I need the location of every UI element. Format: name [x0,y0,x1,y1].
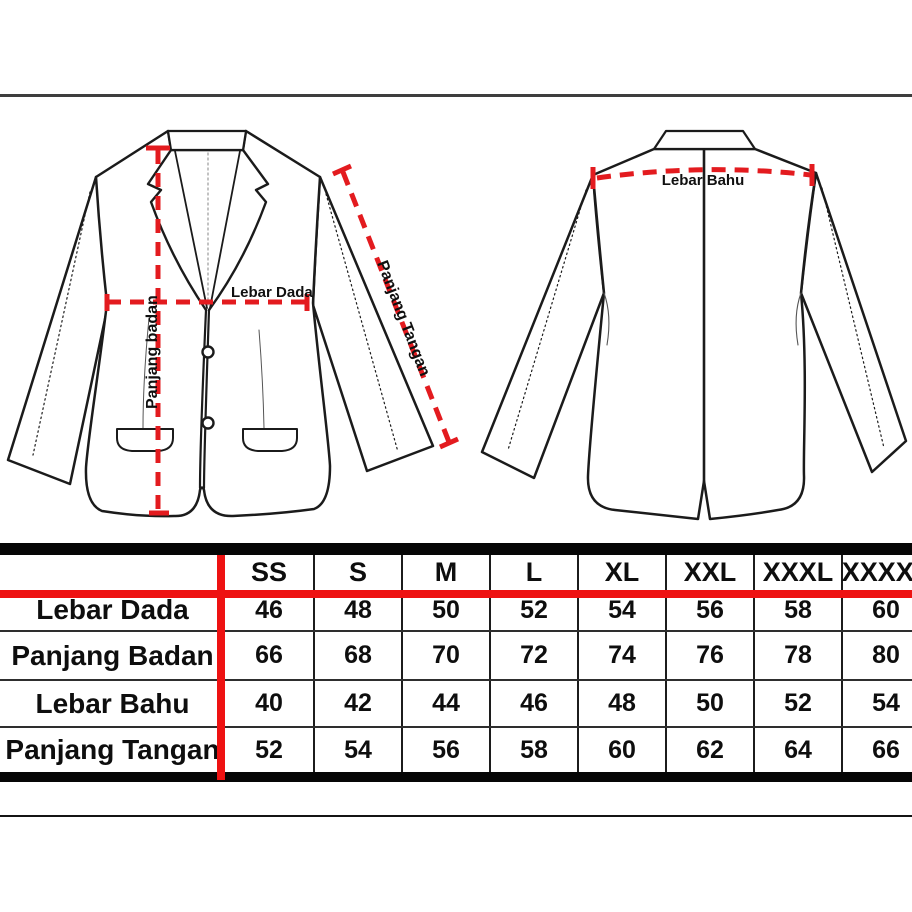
size-col-header-m: M [401,555,489,590]
size-col-header-xxxl: XXXL [753,555,841,590]
size-value: 64 [753,728,841,772]
back-right-armhole-seam [795,292,802,346]
size-value: 40 [225,681,313,726]
front-button-bottom [201,416,215,430]
table-top-border [0,543,912,555]
row-separator [0,679,912,681]
front-left-dart [142,317,150,429]
jacket-back-view [480,129,908,521]
table-row-lebar-bahu: Lebar Bahu 40 42 44 46 48 50 52 54 [0,681,912,726]
row-separator [0,726,912,728]
back-right-sleeve-seam [821,187,885,449]
size-value: 44 [401,681,489,726]
front-right-lapel [207,148,270,312]
front-left-lapel [146,148,208,312]
front-button-top [201,345,215,359]
size-value: 48 [577,681,665,726]
size-value: 68 [313,632,401,679]
size-col-header-xl: XL [577,555,665,590]
chest-width-label: Lebar Dada [231,284,313,301]
size-value: 66 [841,728,912,772]
row-label: Panjang Badan [0,632,225,679]
table-red-horizontal-line [0,590,912,598]
table-row-panjang-tangan: Panjang Tangan 52 54 56 58 60 62 64 66 [0,728,912,772]
size-value: 52 [225,728,313,772]
size-value: 80 [841,632,912,679]
size-value: 50 [665,681,753,726]
size-value: 72 [489,632,577,679]
body-length-label: Panjang badan [144,295,161,409]
shoulder-width-label: Lebar Bahu [662,172,745,189]
size-value: 76 [665,632,753,679]
front-right-pocket [242,428,298,452]
table-red-vertical-line [217,555,225,780]
table-bottom-border [0,772,912,782]
size-col-header-l: L [489,555,577,590]
size-value: 62 [665,728,753,772]
size-value: 54 [313,728,401,772]
table-row-panjang-badan: Panjang Badan 66 68 70 72 74 76 78 80 [0,632,912,679]
front-right-dart [258,329,265,429]
size-value: 42 [313,681,401,726]
size-value: 74 [577,632,665,679]
size-value: 52 [753,681,841,726]
blazer-measurement-diagram: Lebar Dada Panjang badan Panjang Tangan … [6,129,908,521]
front-measurement-lines [104,145,460,516]
front-left-edge [198,308,208,490]
sleeve-length-measure-line [340,171,452,443]
back-right-sleeve [799,171,908,474]
shoulder-width-measure-line [596,167,812,181]
sleeve-length-tick-top [331,163,353,177]
front-placket-line-right [209,150,241,309]
top-divider-line [0,94,912,97]
size-value: 70 [401,632,489,679]
back-body [586,147,818,521]
size-col-header-ss: SS [225,555,313,590]
front-collar [166,129,248,152]
size-col-header-xxl: XXL [665,555,753,590]
row-label: Lebar Bahu [0,681,225,726]
sleeve-length-tick-bottom [438,436,460,450]
front-placket-line-left [174,150,208,309]
jacket-front-view [6,129,435,518]
size-value: 78 [753,632,841,679]
back-left-sleeve-seam [507,189,587,451]
front-left-pocket [116,428,174,452]
row-label: Panjang Tangan [0,728,225,772]
table-corner-cell [0,555,225,590]
size-value: 58 [489,728,577,772]
bottom-divider-line [0,815,912,817]
size-value: 46 [489,681,577,726]
size-col-header-s: S [313,555,401,590]
size-value: 56 [401,728,489,772]
size-value: 54 [841,681,912,726]
size-value: 66 [225,632,313,679]
row-separator [0,630,912,632]
size-value: 60 [577,728,665,772]
back-collar [652,129,757,151]
back-left-sleeve [480,173,606,480]
back-left-armhole-seam [603,292,610,346]
back-measurement-lines [590,164,815,189]
